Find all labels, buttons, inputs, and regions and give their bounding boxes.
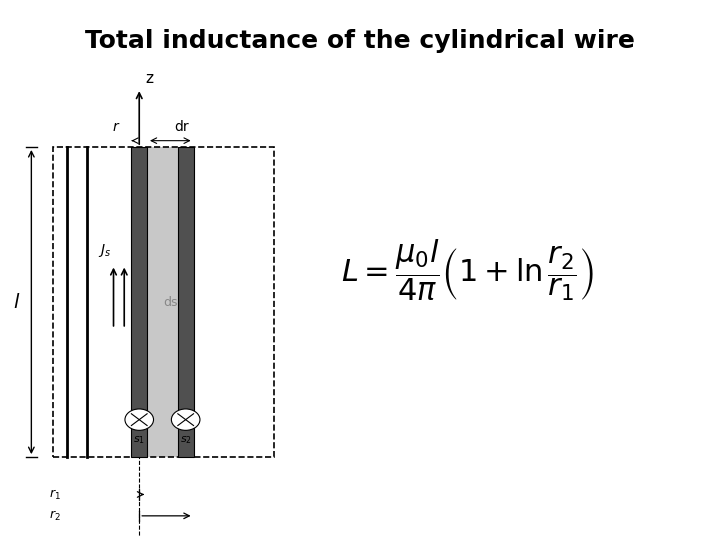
Text: dr: dr bbox=[174, 120, 189, 134]
Polygon shape bbox=[147, 147, 194, 457]
Text: z: z bbox=[145, 71, 153, 86]
Text: r: r bbox=[112, 120, 118, 134]
Circle shape bbox=[171, 409, 200, 430]
Text: $r_2$: $r_2$ bbox=[49, 509, 61, 523]
Text: $L = \dfrac{\mu_0 l}{4\pi}\left(1 + \ln\dfrac{r_2}{r_1}\right)$: $L = \dfrac{\mu_0 l}{4\pi}\left(1 + \ln\… bbox=[341, 237, 594, 303]
Text: $J_s$: $J_s$ bbox=[98, 242, 111, 259]
Text: $r_1$: $r_1$ bbox=[49, 488, 61, 502]
Text: $s_1$: $s_1$ bbox=[133, 435, 145, 447]
Polygon shape bbox=[131, 147, 147, 457]
Text: $s_2$: $s_2$ bbox=[180, 435, 192, 447]
Circle shape bbox=[125, 409, 153, 430]
Text: l: l bbox=[13, 293, 19, 312]
Polygon shape bbox=[178, 147, 194, 457]
Text: Total inductance of the cylindrical wire: Total inductance of the cylindrical wire bbox=[85, 30, 635, 53]
Text: ds: ds bbox=[163, 295, 178, 308]
